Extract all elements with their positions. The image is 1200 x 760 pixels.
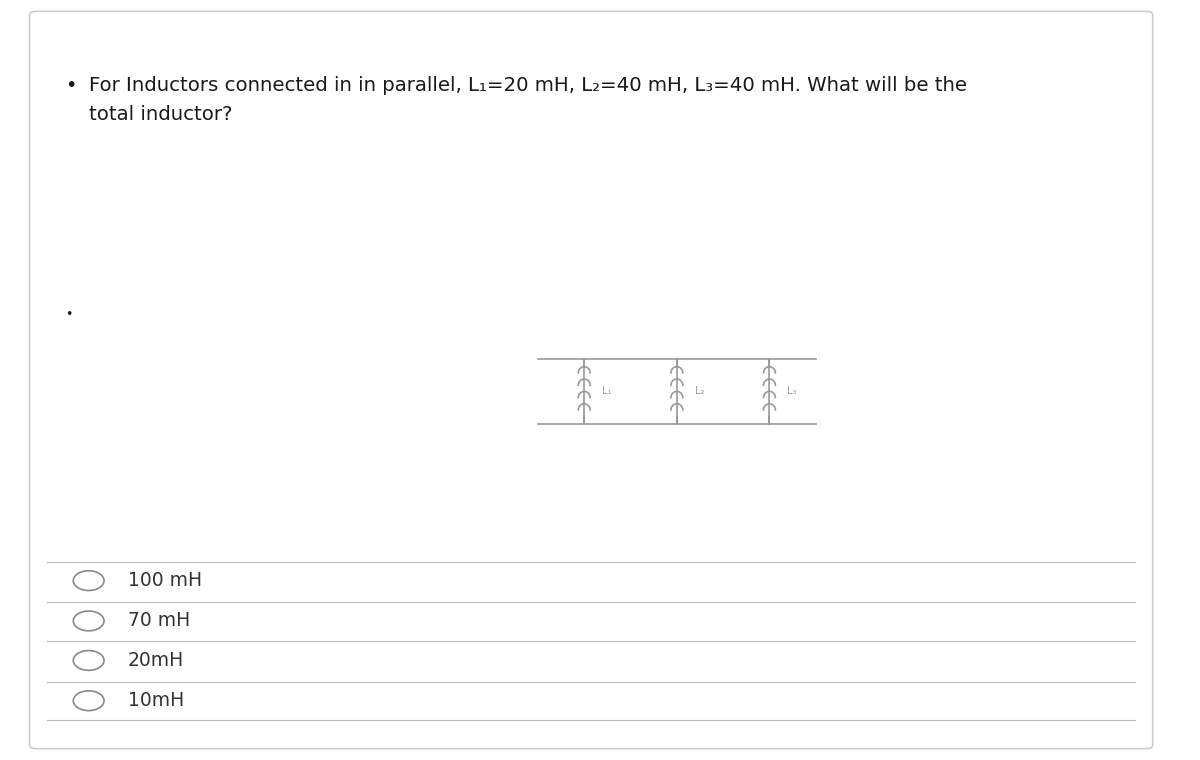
Text: 10mH: 10mH (127, 692, 184, 710)
Text: •: • (65, 308, 72, 321)
Text: L₂: L₂ (695, 386, 704, 397)
Text: L₁: L₁ (602, 386, 611, 397)
Text: 70 mH: 70 mH (127, 611, 190, 631)
Text: L₃: L₃ (787, 386, 797, 397)
Text: •: • (65, 76, 77, 95)
Text: 20mH: 20mH (127, 651, 184, 670)
Text: For Inductors connected in in parallel, L₁=20 mH, L₂=40 mH, L₃=40 mH. What will : For Inductors connected in in parallel, … (89, 76, 967, 95)
Text: 100 mH: 100 mH (127, 572, 202, 590)
FancyBboxPatch shape (30, 11, 1153, 749)
Text: total inductor?: total inductor? (89, 105, 232, 124)
